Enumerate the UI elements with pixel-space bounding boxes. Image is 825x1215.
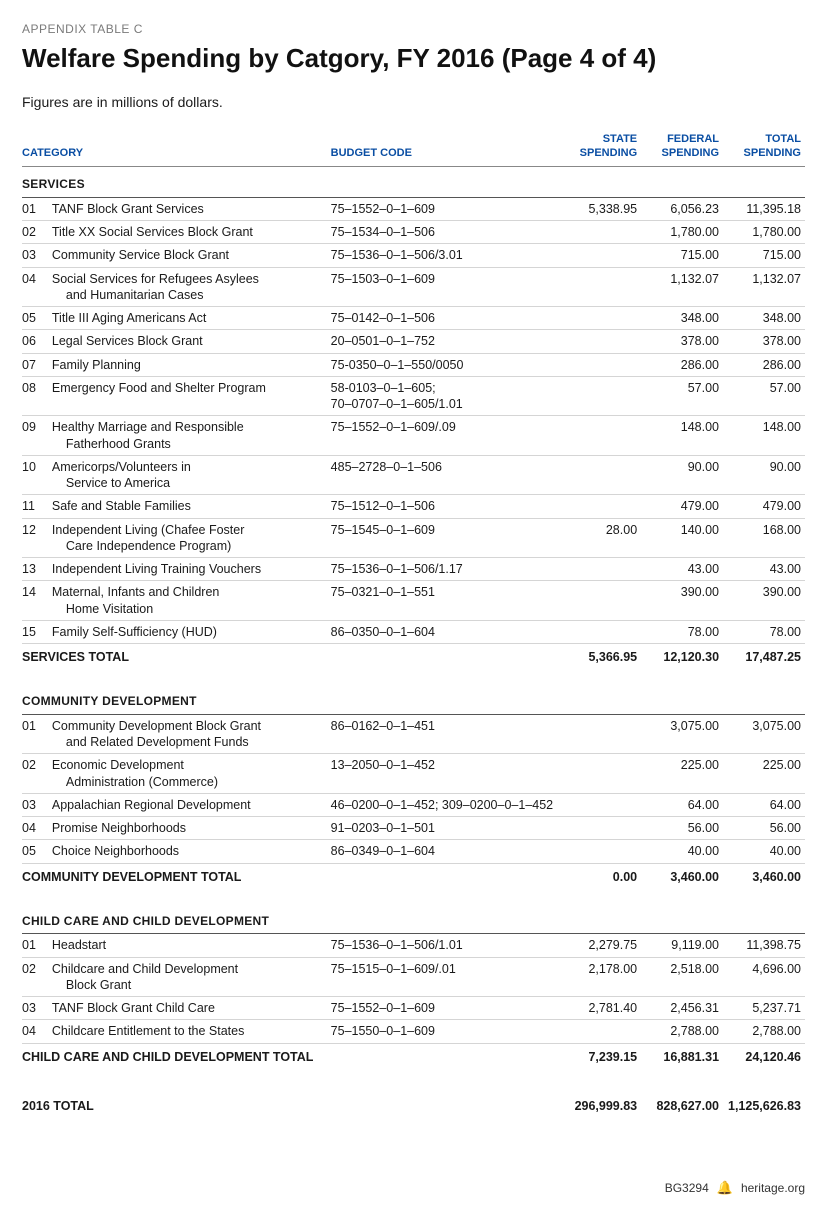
table-row: 01Community Development Block Grantand R… (22, 714, 805, 754)
table-row: 02Title XX Social Services Block Grant75… (22, 221, 805, 244)
spending-table: CATEGORY BUDGET CODE STATESPENDING FEDER… (22, 128, 805, 1121)
table-row: 04Social Services for Refugees Asyleesan… (22, 267, 805, 307)
table-row: 05Choice Neighborhoods86–0349–0–1–60440.… (22, 840, 805, 863)
col-category: CATEGORY (22, 128, 331, 167)
site-label: heritage.org (741, 1181, 805, 1197)
subtitle: Figures are in millions of dollars. (22, 93, 805, 111)
col-budget-code: BUDGET CODE (331, 128, 560, 167)
table-row: 02Economic DevelopmentAdministration (Co… (22, 754, 805, 794)
table-row: 12Independent Living (Chafee FosterCare … (22, 518, 805, 558)
section-header: CHILD CARE AND CHILD DEVELOPMENT (22, 904, 805, 934)
table-row: 08Emergency Food and Shelter Program58-0… (22, 376, 805, 416)
section-total: COMMUNITY DEVELOPMENT TOTAL0.003,460.003… (22, 863, 805, 890)
col-federal: FEDERALSPENDING (641, 128, 723, 167)
table-row: 05Title III Aging Americans Act75–0142–0… (22, 307, 805, 330)
table-row: 04Promise Neighborhoods91–0203–0–1–50156… (22, 817, 805, 840)
table-row: 09Healthy Marriage and ResponsibleFather… (22, 416, 805, 456)
appendix-label: APPENDIX TABLE C (22, 22, 805, 38)
section-header: COMMUNITY DEVELOPMENT (22, 684, 805, 714)
grand-total: 2016 TOTAL296,999.83828,627.001,125,626.… (22, 1084, 805, 1120)
page-title: Welfare Spending by Catgory, FY 2016 (Pa… (22, 42, 805, 76)
section-total: CHILD CARE AND CHILD DEVELOPMENT TOTAL7,… (22, 1043, 805, 1070)
col-state: STATESPENDING (559, 128, 641, 167)
table-header-row: CATEGORY BUDGET CODE STATESPENDING FEDER… (22, 128, 805, 167)
doc-id: BG3294 (665, 1181, 709, 1197)
table-row: 15Family Self-Sufficiency (HUD)86–0350–0… (22, 620, 805, 643)
table-row: 02Childcare and Child DevelopmentBlock G… (22, 957, 805, 997)
table-row: 10Americorps/Volunteers inService to Ame… (22, 455, 805, 495)
table-row: 13Independent Living Training Vouchers75… (22, 558, 805, 581)
table-row: 04Childcare Entitlement to the States75–… (22, 1020, 805, 1043)
table-row: 11Safe and Stable Families75–1512–0–1–50… (22, 495, 805, 518)
section-total: SERVICES TOTAL5,366.9512,120.3017,487.25 (22, 644, 805, 671)
footer: BG3294 🔔 heritage.org (22, 1180, 805, 1197)
table-row: 03TANF Block Grant Child Care75–1552–0–1… (22, 997, 805, 1020)
section-header: SERVICES (22, 167, 805, 198)
table-row: 03Community Service Block Grant75–1536–0… (22, 244, 805, 267)
table-row: 01Headstart75–1536–0–1–506/1.012,279.759… (22, 934, 805, 957)
table-row: 14Maternal, Infants and ChildrenHome Vis… (22, 581, 805, 621)
table-row: 03Appalachian Regional Development46–020… (22, 793, 805, 816)
table-row: 07Family Planning75-0350–0–1–550/0050286… (22, 353, 805, 376)
table-row: 06Legal Services Block Grant20–0501–0–1–… (22, 330, 805, 353)
col-total: TOTALSPENDING (723, 128, 805, 167)
table-row: 01TANF Block Grant Services75–1552–0–1–6… (22, 197, 805, 220)
bell-icon: 🔔 (717, 1180, 733, 1197)
